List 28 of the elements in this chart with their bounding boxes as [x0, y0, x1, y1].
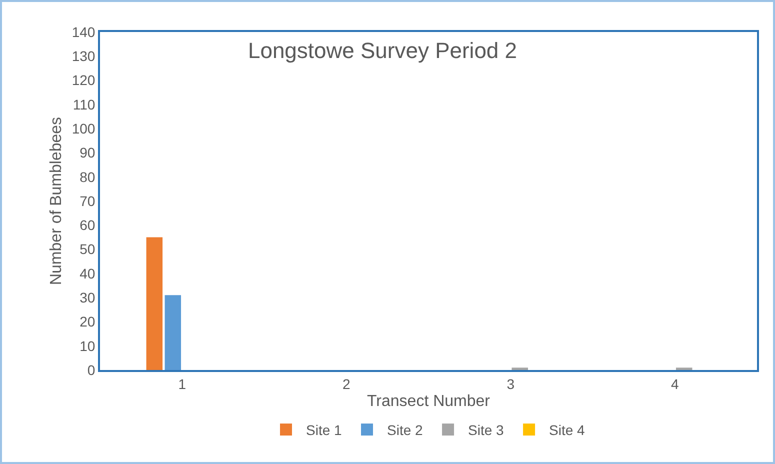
x-axis-title: Transect Number — [367, 393, 491, 410]
y-tick-label: 50 — [80, 241, 96, 258]
legend-label: Site 1 — [306, 422, 342, 438]
y-tick-label: 100 — [72, 120, 96, 136]
bar — [164, 295, 182, 370]
y-tick-label: 90 — [80, 144, 96, 161]
y-tick-label: 0 — [87, 362, 96, 378]
legend-label: Site 4 — [549, 422, 586, 438]
y-tick-label: 40 — [80, 265, 96, 282]
legend-label: Site 2 — [387, 422, 424, 438]
x-tick-label: 3 — [506, 376, 515, 392]
y-tick-label: 80 — [80, 168, 96, 185]
x-tick-label: 4 — [670, 376, 679, 392]
y-tick-label: 10 — [80, 338, 96, 354]
bar — [146, 237, 163, 370]
y-tick-label: 20 — [80, 314, 96, 330]
x-tick-label: 1 — [178, 376, 186, 392]
legend-label: Site 3 — [468, 422, 504, 438]
y-tick-label: 70 — [80, 192, 96, 209]
y-tick-label: 140 — [72, 24, 96, 40]
x-tick-label: 2 — [342, 376, 350, 392]
y-axis-title: Number of Bumblebees — [48, 116, 66, 286]
y-tick-label: 120 — [72, 72, 96, 88]
y-tick-label: 110 — [72, 96, 96, 112]
chart-title: Longstowe Survey Period 2 — [248, 38, 518, 63]
y-tick-label: 30 — [80, 289, 96, 306]
y-tick-label: 60 — [80, 217, 96, 234]
y-tick-label: 130 — [72, 48, 96, 64]
